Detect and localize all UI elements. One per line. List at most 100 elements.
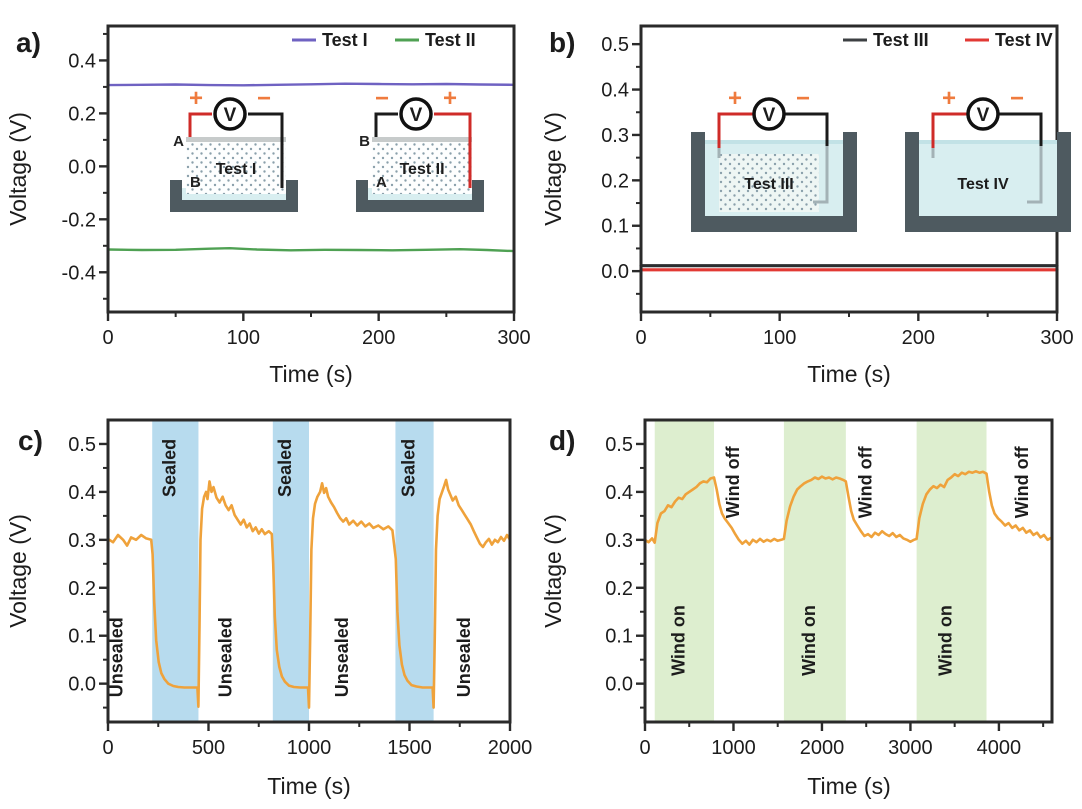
series-line	[643, 470, 1054, 546]
y-tick-label: 0.5	[601, 34, 629, 56]
x-tick-label: 300	[497, 327, 530, 349]
electrode-strip	[372, 137, 472, 142]
y-tick-label: 0.1	[605, 626, 633, 648]
legend-label: Test II	[425, 30, 476, 50]
x-tick-label: 0	[102, 327, 113, 349]
y-tick-label: 0.0	[68, 674, 96, 696]
inset-test-ii-label: Test II	[399, 161, 444, 178]
positive-wire	[188, 112, 212, 137]
y-tick-label: 0.2	[68, 103, 96, 125]
panel-label-c: c)	[18, 425, 43, 456]
voltmeter-v: V	[224, 105, 237, 126]
x-tick-label: 0	[102, 737, 113, 759]
y-tick-label: 0.4	[601, 80, 629, 102]
band-annotation: Sealed	[275, 439, 295, 497]
plus-sign: +	[728, 85, 742, 112]
x-tick-label: 300	[1040, 327, 1073, 349]
y-axis-title: Voltage (V)	[541, 112, 566, 226]
plot-layer: Sealed Sealed Sealed Unsealed Unsealed Unseal…	[68, 418, 532, 759]
x-tick-label: 200	[902, 327, 935, 349]
plot-layer: Wind on Wind on Wind on Wind off Wind off Win…	[605, 418, 1054, 759]
electrode-a-label: A	[173, 133, 184, 150]
minus-sign: −	[375, 85, 389, 112]
x-tick-label: 4000	[977, 737, 1022, 759]
legend-label: Test I	[322, 30, 368, 50]
y-tick-label: -0.2	[62, 209, 96, 231]
y-tick-label: -0.4	[62, 262, 96, 284]
shaded-band	[654, 420, 715, 722]
water-surface	[705, 140, 843, 144]
voltmeter-v: V	[410, 105, 423, 126]
series-line	[106, 82, 516, 87]
y-tick-label: 0.4	[68, 482, 96, 504]
y-tick-label: 0.2	[601, 170, 629, 192]
electrode-b-label: B	[359, 133, 370, 150]
shaded-band	[783, 420, 846, 722]
band-annotation: Wind off	[856, 445, 876, 518]
negative-wire	[374, 112, 398, 137]
y-tick-label: 0.4	[68, 50, 96, 72]
panel-d: Wind on Wind on Wind on Wind off Wind off Win…	[541, 400, 1082, 809]
voltmeter-icon	[399, 97, 433, 131]
panel-a: 0 100 200 300 0.4 0.2 0.0 -0.2 -0.4 Test I Test II…	[0, 0, 541, 400]
shaded-band	[395, 420, 434, 722]
voltmeter-v: V	[763, 105, 776, 126]
x-axis-title: Time (s)	[807, 361, 890, 387]
y-tick-label: 0.2	[605, 578, 633, 600]
panel-label-b: b)	[549, 27, 575, 58]
tray	[356, 180, 484, 212]
panel-label-d: d)	[549, 425, 575, 456]
band-annotation: Wind off	[723, 445, 743, 518]
minus-sign: −	[257, 85, 271, 112]
beaker	[691, 132, 857, 232]
x-tick-label: 3000	[888, 737, 933, 759]
panel-c: Sealed Sealed Sealed Unsealed Unsealed Unseal…	[0, 400, 541, 809]
tray	[170, 180, 298, 212]
panel-b: 0 100 200 300 0.0 0.1 0.2 0.3 0.4 0.5 Test III Test…	[541, 0, 1082, 400]
x-tick-label: 1000	[287, 737, 332, 759]
x-tick-label: 2000	[800, 737, 845, 759]
band-annotation: Unsealed	[216, 617, 236, 697]
x-tick-label: 0	[639, 737, 650, 759]
band-annotation: Wind off	[1012, 445, 1032, 518]
positive-wire	[434, 112, 472, 188]
negative-wire	[248, 112, 284, 188]
inset-test-iv: V + − Test IV	[905, 85, 1071, 232]
y-tick-label: 0.2	[68, 578, 96, 600]
negative-wire-underwater	[813, 146, 829, 204]
plot-layer: 0 100 200 300 0.0 0.1 0.2 0.3 0.4 0.5 Test III Test…	[601, 24, 1074, 349]
y-tick-label: 0.0	[601, 261, 629, 283]
panel-a-plot: 0 100 200 300 0.4 0.2 0.0 -0.2 -0.4 Test I Test II…	[5, 24, 531, 387]
x-tick-label: 100	[227, 327, 260, 349]
inset-test-iii: V + − Test III	[691, 85, 857, 232]
x-tick-label: 100	[763, 327, 796, 349]
panel-c-plot: Sealed Sealed Sealed Unsealed Unsealed Unseal…	[5, 418, 532, 799]
voltmeter-icon	[213, 97, 247, 131]
y-tick-label: 0.3	[605, 530, 633, 552]
inset-test-i: V + − A B Test I	[170, 85, 298, 212]
y-axis-title: Voltage (V)	[5, 514, 31, 628]
water-surface	[919, 140, 1057, 144]
y-tick-label: 0.5	[605, 434, 633, 456]
band-annotation: Wind on	[936, 605, 956, 676]
y-tick-label: 0.4	[605, 482, 633, 504]
band-annotation: Sealed	[399, 439, 419, 497]
y-tick-label: 0.3	[68, 530, 96, 552]
y-tick-label: 0.1	[601, 216, 629, 238]
electrode-strip	[186, 137, 286, 142]
series-line	[106, 478, 512, 709]
band-annotation: Wind on	[799, 605, 819, 676]
panel-label-a: a)	[16, 27, 41, 58]
minus-sign: −	[796, 85, 810, 112]
band-annotation: Unsealed	[332, 617, 352, 697]
band-annotation: Unsealed	[107, 617, 127, 697]
shaded-band	[272, 420, 309, 722]
beaker	[905, 132, 1071, 232]
x-tick-label: 0	[635, 327, 646, 349]
negative-wire	[783, 112, 829, 146]
legend-label: Test III	[873, 30, 929, 50]
x-tick-label: 500	[192, 737, 225, 759]
inset-test-ii: V − + B A Test II	[356, 85, 484, 212]
legend-label: Test IV	[995, 30, 1053, 50]
positive-wire	[931, 112, 969, 148]
